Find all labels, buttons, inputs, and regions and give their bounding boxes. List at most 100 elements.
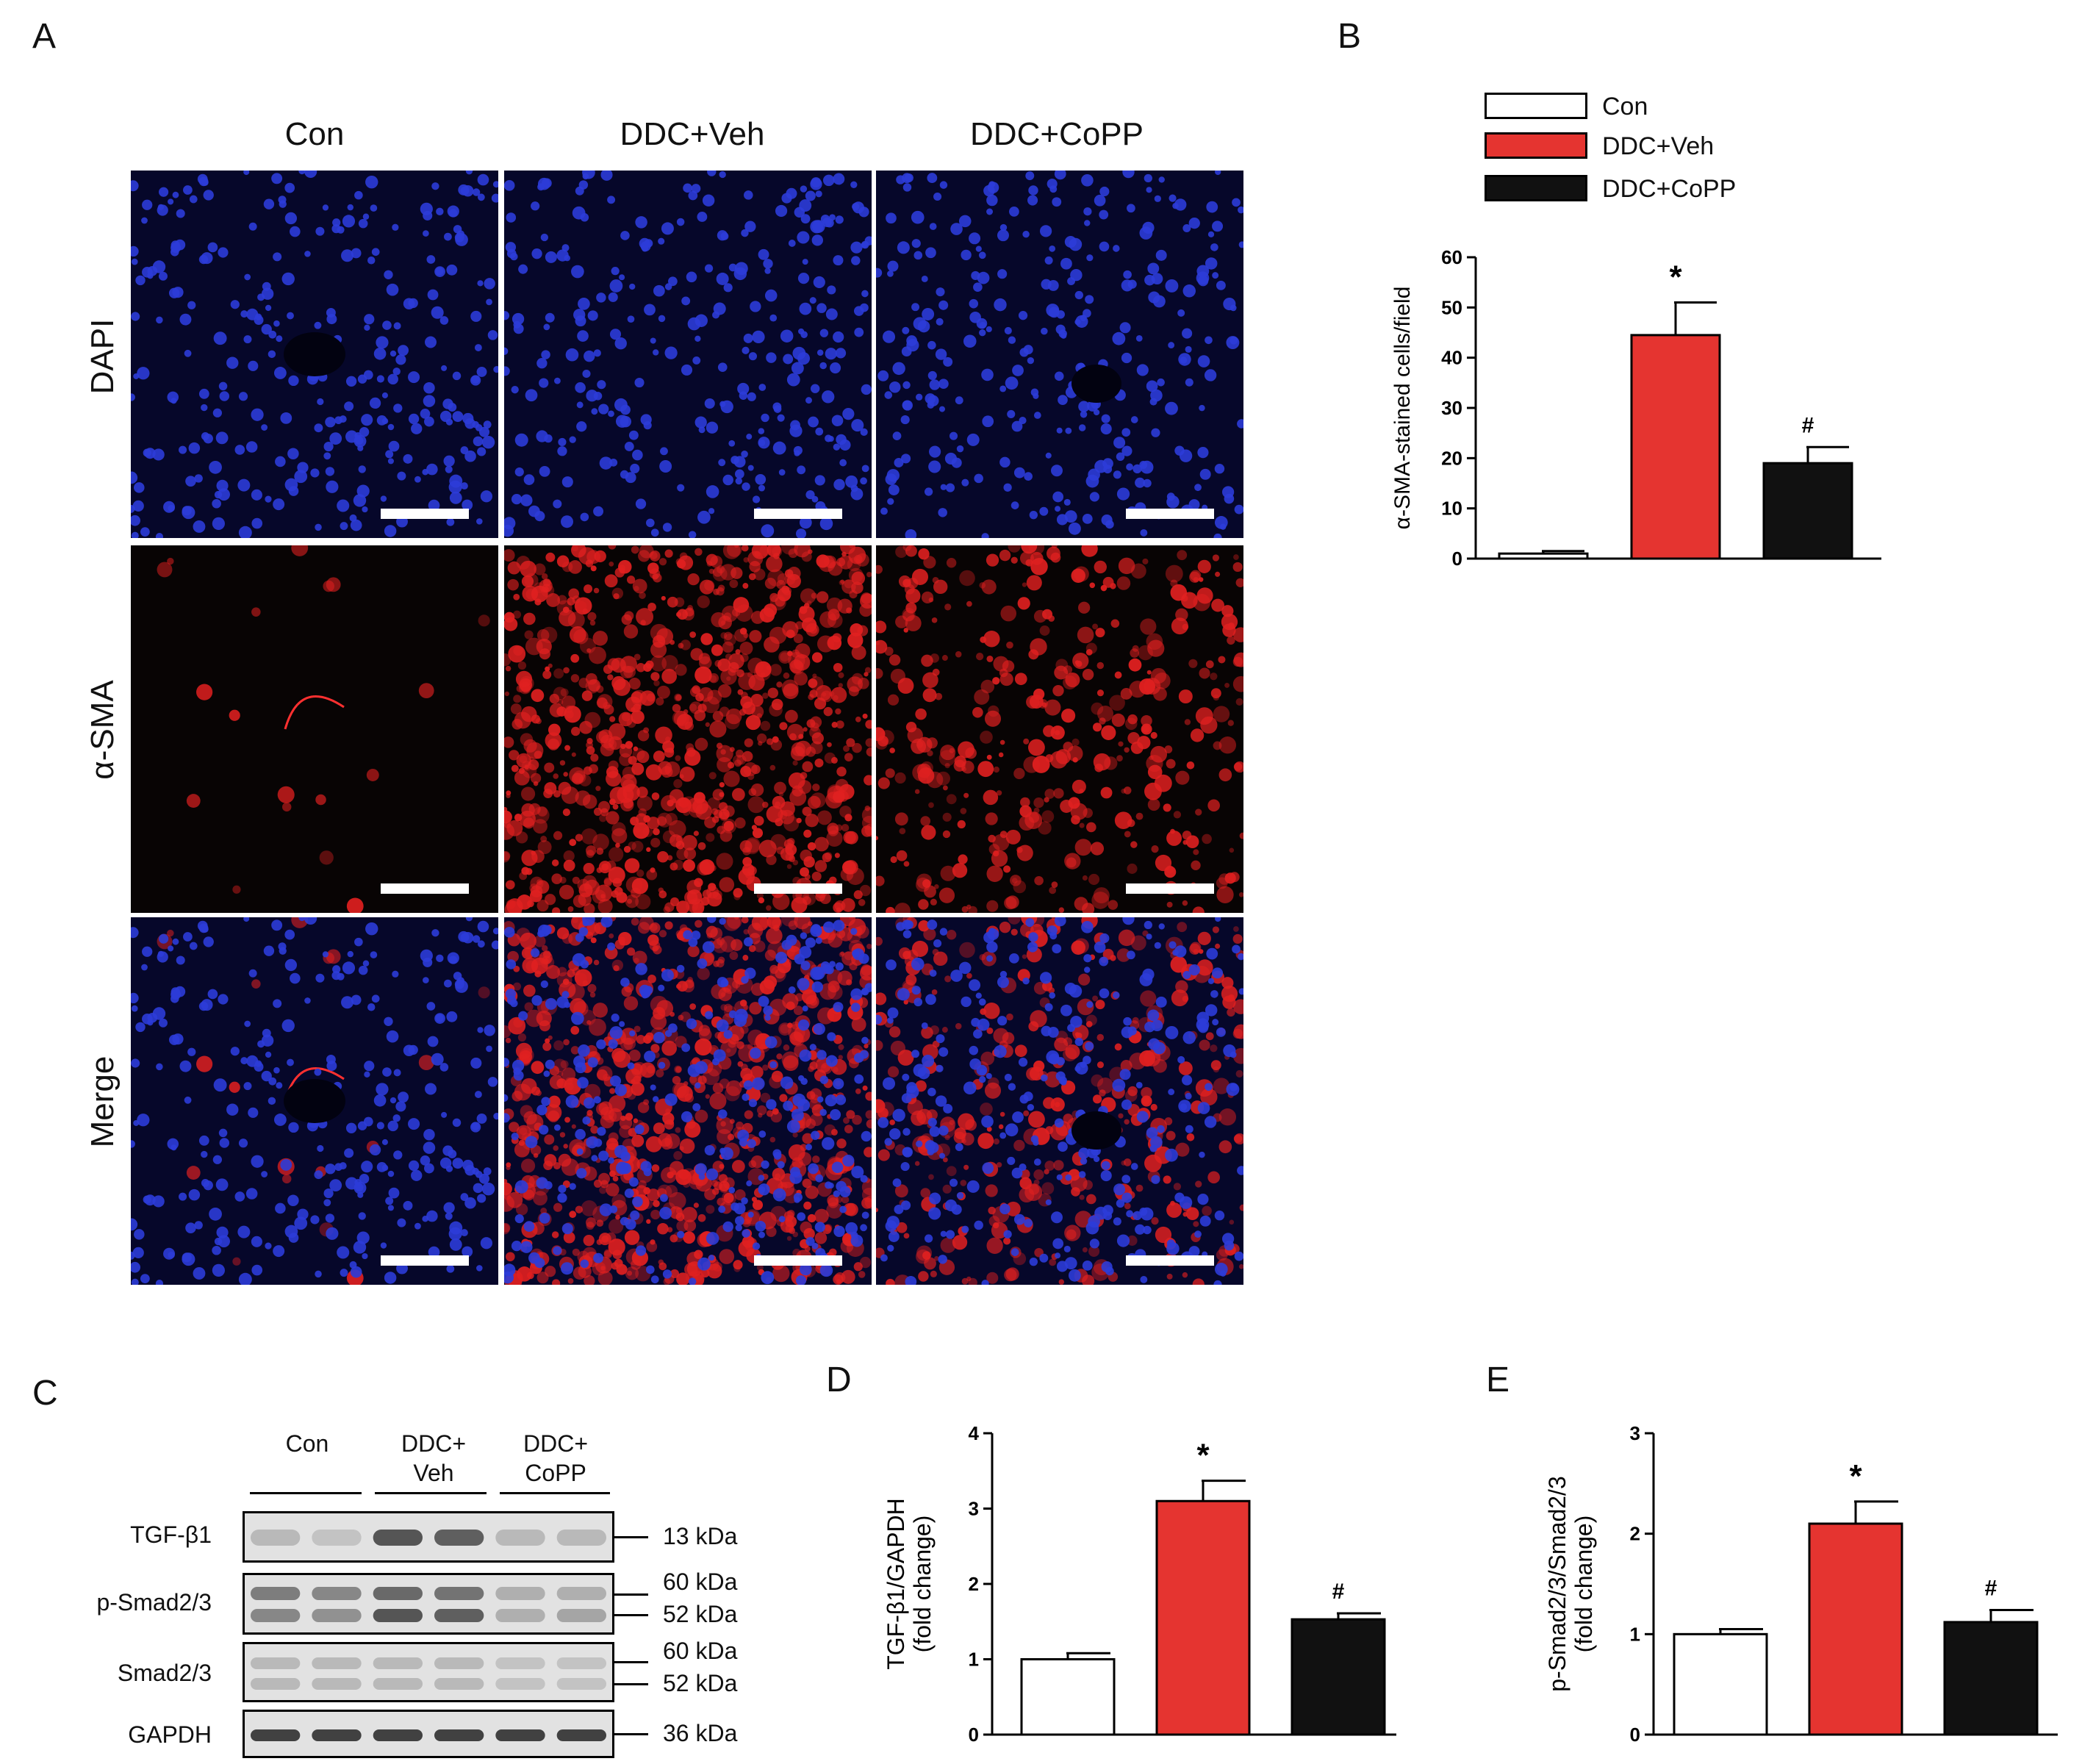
nucleus [884,1138,893,1146]
nucleus [1185,345,1192,353]
asma-signal [707,1061,722,1077]
nucleus [1140,528,1148,537]
blot-band [495,1657,545,1669]
asma-signal [563,772,568,777]
nucleus [853,1053,864,1063]
nucleus [1158,176,1165,183]
nucleus [314,1068,322,1076]
asma-signal [585,673,597,685]
asma-signal [877,1149,890,1161]
nucleus [986,955,994,962]
nucleus [1052,1238,1064,1250]
nucleus [1122,917,1135,925]
kda-label-smad-52: 52 kDa [663,1670,738,1696]
nucleus [506,212,517,223]
asma-signal [782,993,799,1010]
nucleus [850,181,858,188]
asma-signal [752,828,764,839]
nucleus [384,270,393,279]
asma-signal [587,612,597,621]
asma-signal [1049,1258,1057,1266]
asma-signal [998,1124,1004,1130]
asma-signal [535,880,550,894]
asma-signal [650,1209,661,1220]
nucleus [1238,206,1243,214]
asma-signal [769,1136,776,1143]
nucleus [911,210,925,224]
nucleus [238,1272,252,1285]
nucleus [880,1254,888,1262]
asma-signal [859,884,872,897]
asma-signal [825,1224,833,1232]
nucleus [350,1266,362,1278]
nucleus [1155,249,1167,261]
nucleus [436,954,444,963]
nucleus [851,256,861,265]
nucleus [708,508,715,514]
asma-signal [762,1064,769,1071]
asma-signal [1096,662,1105,670]
asma-signal [791,1021,800,1030]
blot-background [245,1644,612,1700]
asma-signal [911,940,929,957]
nucleus [511,1132,519,1141]
nucleus [822,174,835,187]
nucleus [569,436,576,443]
asma-signal [986,553,999,567]
nucleus [132,1247,144,1258]
nucleus [1051,1211,1063,1224]
nucleus [735,262,748,276]
nucleus [722,474,733,486]
asma-signal [724,633,736,646]
nucleus [483,1167,492,1176]
asma-signal [1123,1158,1132,1166]
nucleus [763,1005,773,1016]
asma-signal [631,917,639,926]
blot-group-3-line1: DDC+ [523,1430,588,1457]
asma-signal [1178,689,1193,704]
asma-signal [1171,617,1188,635]
nucleus [747,392,756,401]
asma-signal [686,743,694,752]
nucleus [969,232,981,245]
nucleus [722,1221,733,1233]
asma-signal [520,560,536,578]
asma-signal [723,1003,733,1013]
asma-signal [851,673,864,685]
nucleus [644,304,656,316]
nucleus [892,362,905,376]
asma-signal [521,761,532,772]
asma-signal [681,1207,697,1222]
asma-signal [946,794,957,805]
asma-signal [625,1068,642,1085]
asma-signal [1116,755,1123,762]
nucleus [808,1163,819,1175]
asma-signal [1218,1108,1237,1126]
nucleus [650,1275,659,1284]
nucleus [237,478,251,492]
asma-signal [1092,623,1099,630]
asma-signal [1085,1021,1093,1028]
asma-signal [708,568,714,574]
asma-signal [1085,649,1093,656]
asma-signal [750,1065,764,1079]
nucleus [788,240,796,247]
nucleus [387,1205,394,1211]
asma-signal [804,1246,811,1252]
asma-signal [1099,1089,1106,1097]
asma-signal [1193,949,1199,955]
nucleus [1224,493,1235,504]
nucleus [706,421,719,434]
asma-signal [570,1025,580,1035]
nucleus [511,1059,525,1072]
nucleus [477,280,484,287]
asma-signal [1032,756,1050,773]
asma-signal [608,545,617,550]
asma-signal [1083,808,1093,818]
nucleus [314,1170,323,1180]
asma-signal [785,709,798,723]
nucleus [1041,1074,1048,1082]
nucleus [1019,348,1029,357]
y-tick-label: 1 [969,1649,979,1671]
asma-signal [603,1249,612,1258]
